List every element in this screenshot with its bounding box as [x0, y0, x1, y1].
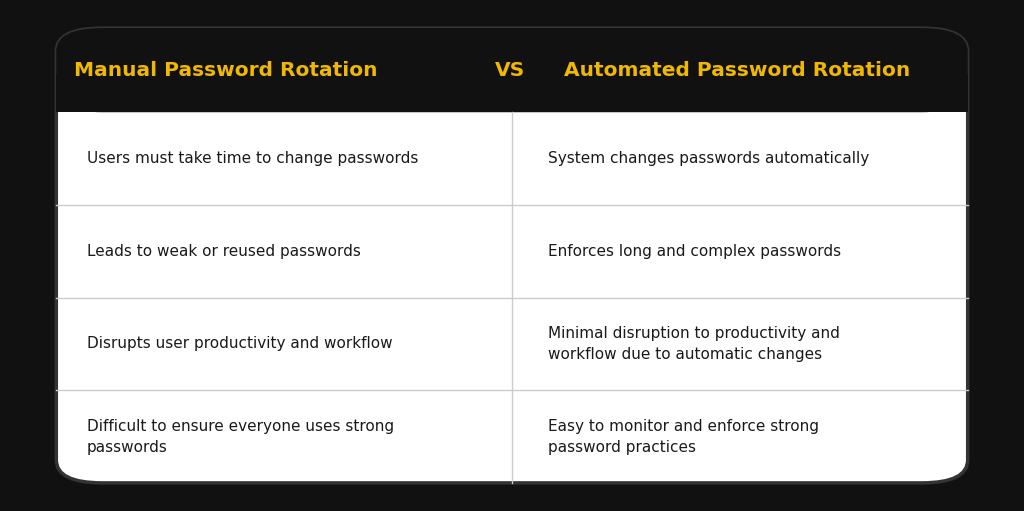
Text: Manual Password Rotation: Manual Password Rotation	[74, 61, 377, 80]
Text: Enforces long and complex passwords: Enforces long and complex passwords	[548, 244, 841, 259]
Text: Leads to weak or reused passwords: Leads to weak or reused passwords	[87, 244, 360, 259]
Text: System changes passwords automatically: System changes passwords automatically	[548, 151, 869, 166]
FancyBboxPatch shape	[56, 28, 968, 112]
Bar	[56, 75, 968, 112]
Text: VS: VS	[495, 61, 525, 80]
Text: Automated Password Rotation: Automated Password Rotation	[564, 61, 910, 80]
FancyBboxPatch shape	[56, 28, 968, 483]
Text: Easy to monitor and enforce strong
password practices: Easy to monitor and enforce strong passw…	[548, 419, 819, 455]
Text: Disrupts user productivity and workflow: Disrupts user productivity and workflow	[87, 336, 392, 352]
Text: Minimal disruption to productivity and
workflow due to automatic changes: Minimal disruption to productivity and w…	[548, 326, 840, 362]
Text: Difficult to ensure everyone uses strong
passwords: Difficult to ensure everyone uses strong…	[87, 419, 394, 455]
Text: Users must take time to change passwords: Users must take time to change passwords	[87, 151, 419, 166]
